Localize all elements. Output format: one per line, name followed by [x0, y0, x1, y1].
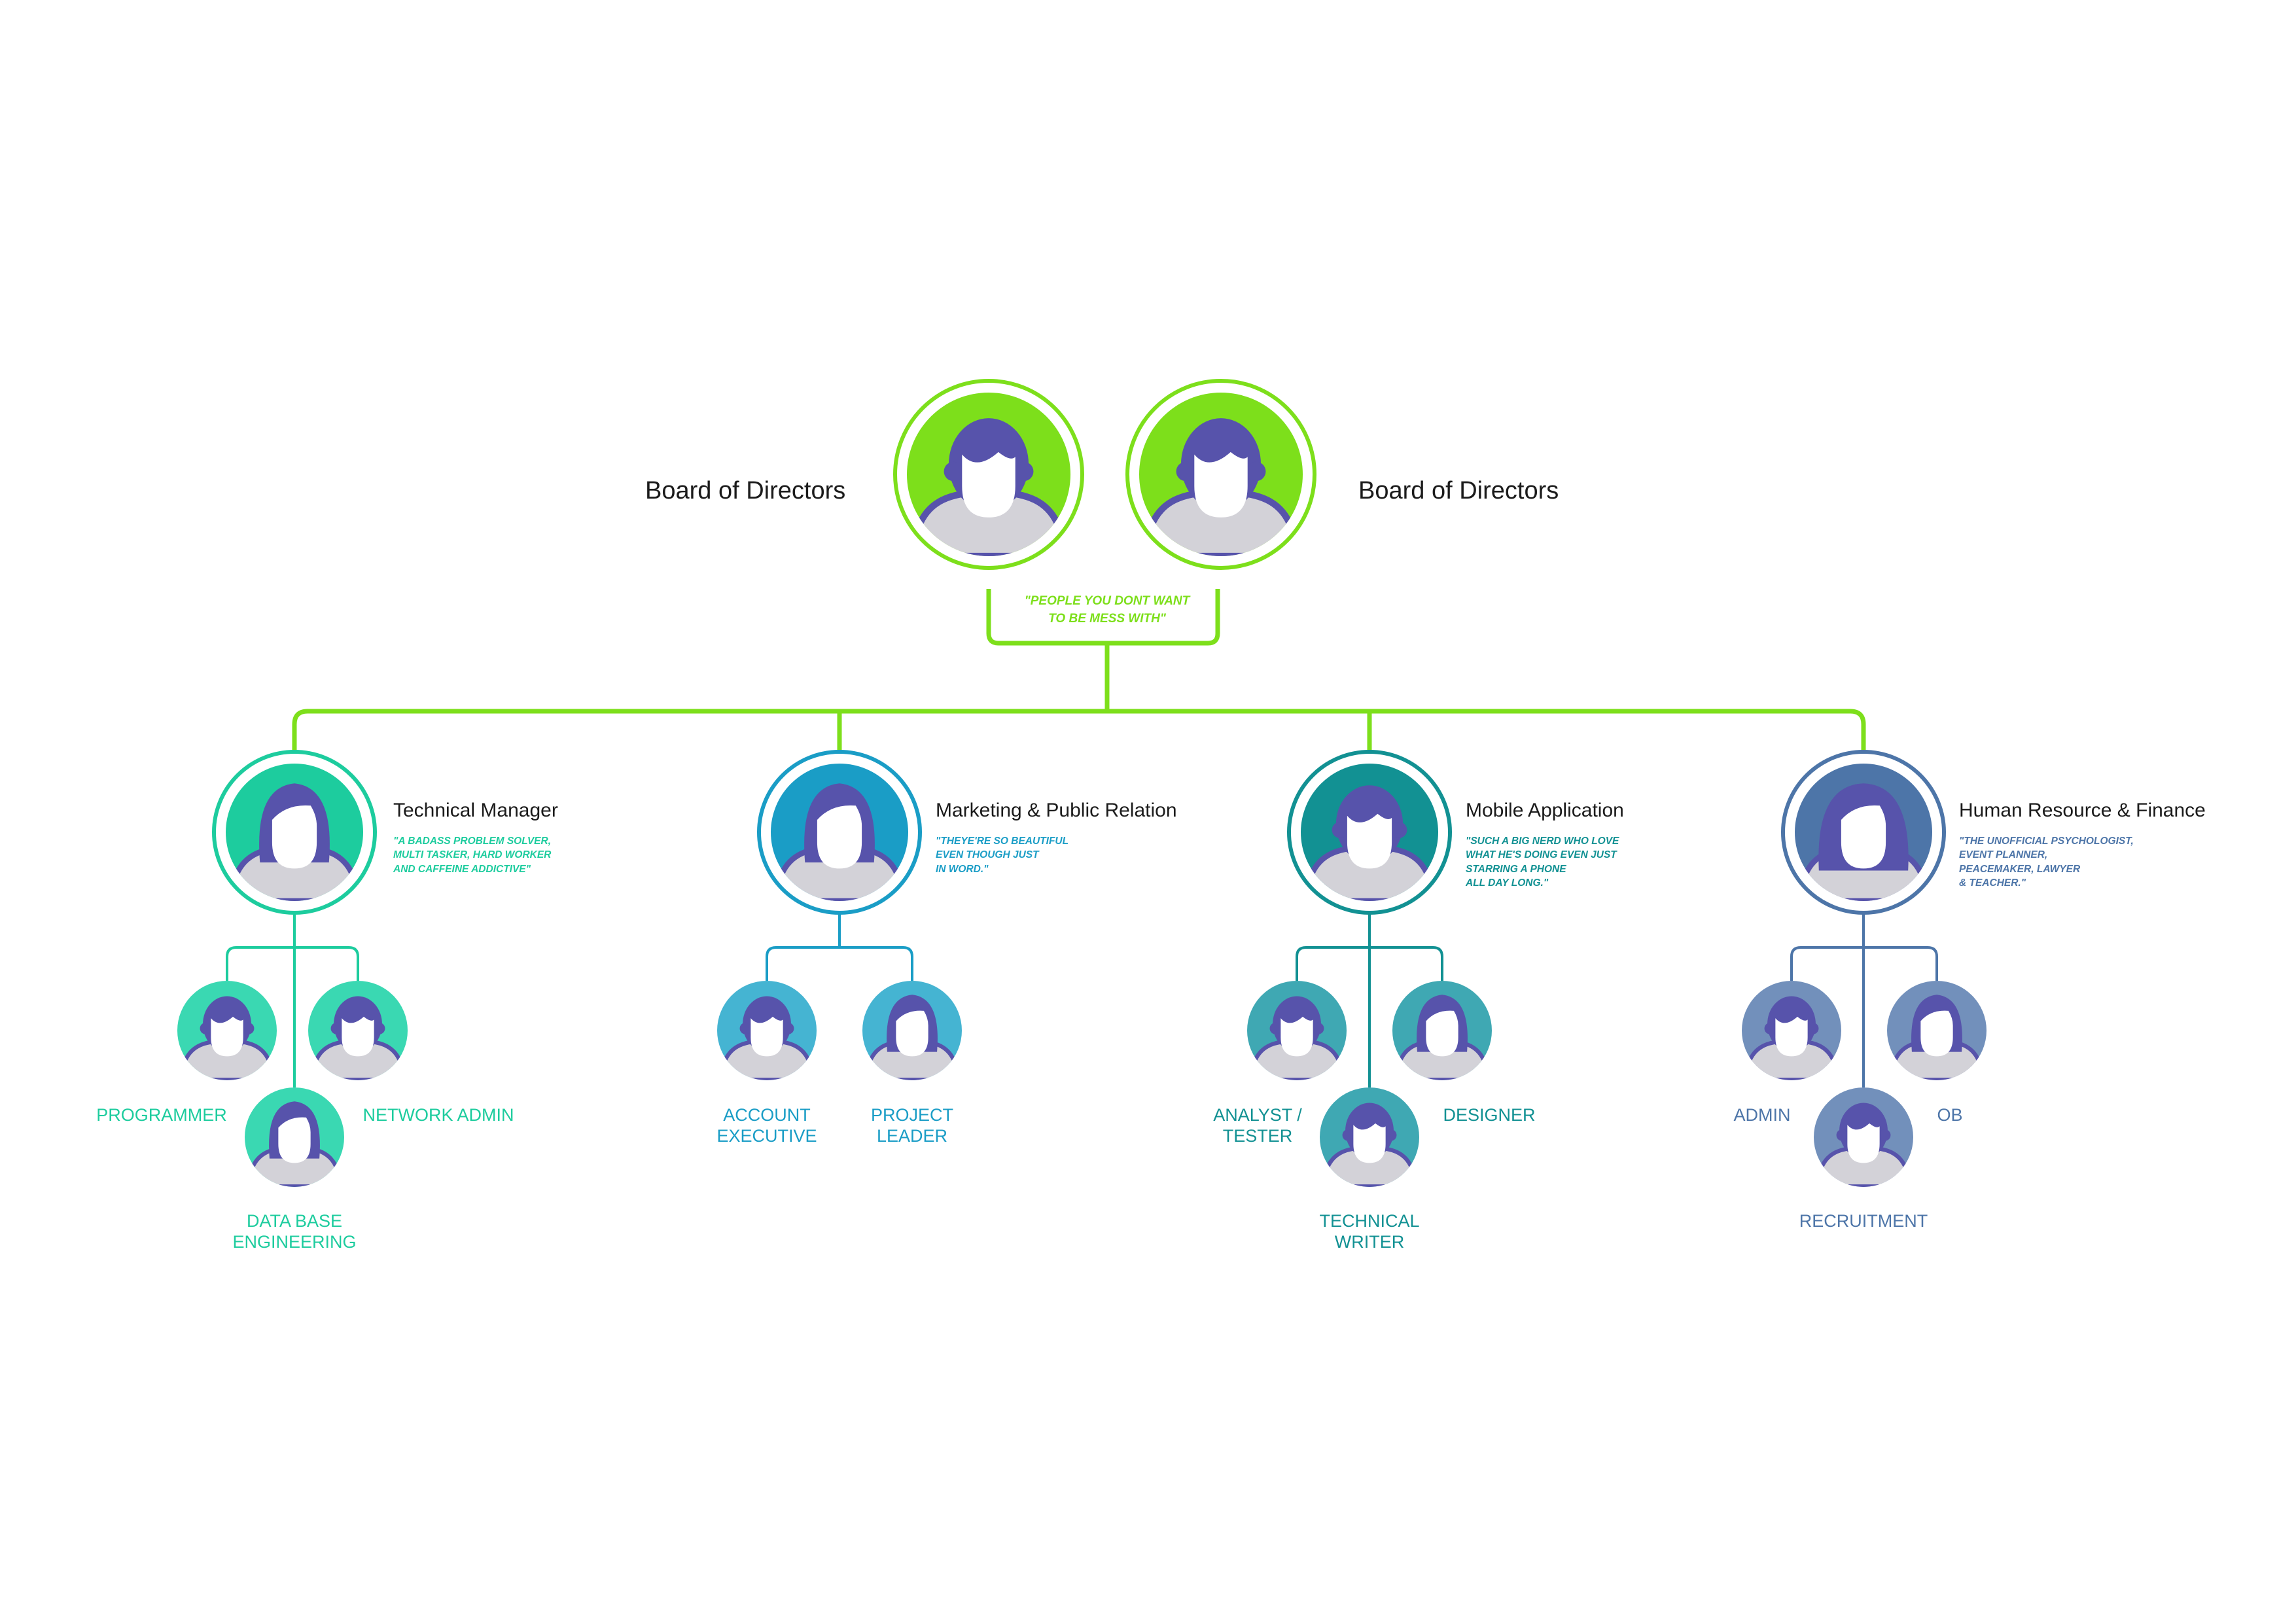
department-description-line: EVEN THOUGH JUST — [936, 849, 1039, 861]
role-branch-line — [1790, 946, 1938, 981]
role-label-line: OB — [1937, 1105, 1963, 1125]
role-avatar — [245, 1087, 344, 1187]
role-label-line: TECHNICAL — [1319, 1211, 1420, 1231]
role-avatar — [1247, 981, 1347, 1080]
department-description-line: EVENT PLANNER, — [1959, 849, 2048, 861]
role-avatar — [1814, 1087, 1913, 1187]
board-tagline: "PEOPLE YOU DONT WANT TO BE MESS WITH" — [1025, 593, 1190, 627]
role-branch-line — [226, 946, 359, 981]
role-avatar — [1742, 981, 1841, 1080]
role-label: PROJECT LEADER — [871, 1104, 953, 1147]
role-label: ANALYST / TESTER — [1213, 1104, 1302, 1147]
role-label-line: ENGINEERING — [232, 1232, 357, 1252]
department-description-line: & TEACHER." — [1959, 877, 2026, 889]
board-bracket-line — [986, 589, 1220, 646]
department-description-mobile: "SUCH A BIG NERD WHO LOVE WHAT HE'S DOING… — [1466, 834, 1619, 891]
department-title-technical: Technical Manager — [393, 800, 558, 821]
role-label-line: NETWORK ADMIN — [362, 1105, 514, 1125]
person-nodes — [177, 379, 1987, 1187]
role-avatar — [1392, 981, 1492, 1080]
role-label-line: ACCOUNT — [723, 1105, 811, 1125]
department-description-line: ALL DAY LONG." — [1466, 877, 1549, 889]
department-description-technical: "A BADASS PROBLEM SOLVER, MULTI TASKER, H… — [393, 834, 551, 876]
role-label-line: RECRUITMENT — [1799, 1211, 1928, 1231]
connector-lines — [226, 589, 1938, 1087]
role-avatar — [1887, 981, 1987, 1080]
role-label: DATA BASE ENGINEERING — [232, 1210, 356, 1253]
department-avatar-technical — [212, 750, 377, 915]
department-description-line: AND CAFFEINE ADDICTIVE" — [393, 863, 531, 875]
role-label-line: TESTER — [1222, 1126, 1293, 1146]
role-avatar — [177, 981, 277, 1080]
department-description-line: MULTI TASKER, HARD WORKER — [393, 849, 552, 861]
board-tagline-line: TO BE MESS WITH" — [1048, 611, 1166, 626]
department-description-line: WHAT HE'S DOING EVEN JUST — [1466, 849, 1617, 861]
department-description-line: STARRING A PHONE — [1466, 863, 1566, 875]
department-description-hr: "THE UNOFFICIAL PSYCHOLOGIST, EVENT PLANN… — [1959, 834, 2134, 891]
board-right-label: Board of Directors — [1358, 477, 1559, 504]
role-label: ADMIN — [1734, 1104, 1791, 1125]
role-avatar — [717, 981, 817, 1080]
department-title-mobile: Mobile Application — [1466, 800, 1624, 821]
department-description-line: PEACEMAKER, LAWYER — [1959, 863, 2081, 875]
role-label: DESIGNER — [1443, 1104, 1535, 1125]
department-description-line: IN WORD." — [936, 863, 989, 875]
department-description-line: "A BADASS PROBLEM SOLVER, — [393, 836, 552, 847]
board-left-label: Board of Directors — [645, 477, 846, 504]
role-avatar — [862, 981, 962, 1080]
role-label: TECHNICAL WRITER — [1319, 1210, 1419, 1253]
role-branch-line — [1296, 946, 1443, 981]
department-avatar-hr — [1781, 750, 1946, 915]
role-label-line: LEADER — [876, 1126, 948, 1146]
department-description-line: "THEYE'RE SO BEAUTIFUL — [936, 836, 1069, 847]
department-bus-line — [292, 709, 1866, 751]
department-avatar-mobile — [1287, 750, 1452, 915]
role-label-line: PROJECT — [870, 1105, 954, 1125]
board-member-avatar-right — [1125, 379, 1316, 570]
board-member-avatar-left — [893, 379, 1084, 570]
role-label: NETWORK ADMIN — [362, 1104, 514, 1125]
role-label-line: PROGRAMMER — [96, 1105, 227, 1125]
role-label: RECRUITMENT — [1799, 1210, 1928, 1231]
board-tagline-line: "PEOPLE YOU DONT WANT — [1024, 594, 1190, 608]
department-avatar-marketing — [757, 750, 922, 915]
department-description-marketing: "THEYE'RE SO BEAUTIFUL EVEN THOUGH JUST IN… — [936, 834, 1069, 876]
department-title-marketing: Marketing & Public Relation — [936, 800, 1177, 821]
role-branch-line — [766, 946, 913, 981]
department-title-hr: Human Resource & Finance — [1959, 800, 2206, 821]
role-label-line: ANALYST / — [1213, 1105, 1302, 1125]
role-label-line: EXECUTIVE — [716, 1126, 817, 1146]
role-label-line: WRITER — [1334, 1232, 1405, 1252]
role-label: ACCOUNT EXECUTIVE — [716, 1104, 817, 1147]
role-avatar — [308, 981, 408, 1080]
role-label-line: DESIGNER — [1443, 1105, 1536, 1125]
department-description-line: "THE UNOFFICIAL PSYCHOLOGIST, — [1959, 836, 2134, 847]
role-label: OB — [1937, 1104, 1962, 1125]
department-description-line: "SUCH A BIG NERD WHO LOVE — [1466, 836, 1619, 847]
role-label-line: DATA BASE — [246, 1211, 343, 1231]
role-label-line: ADMIN — [1733, 1105, 1791, 1125]
role-avatar — [1320, 1087, 1419, 1187]
role-label: PROGRAMMER — [96, 1104, 227, 1125]
